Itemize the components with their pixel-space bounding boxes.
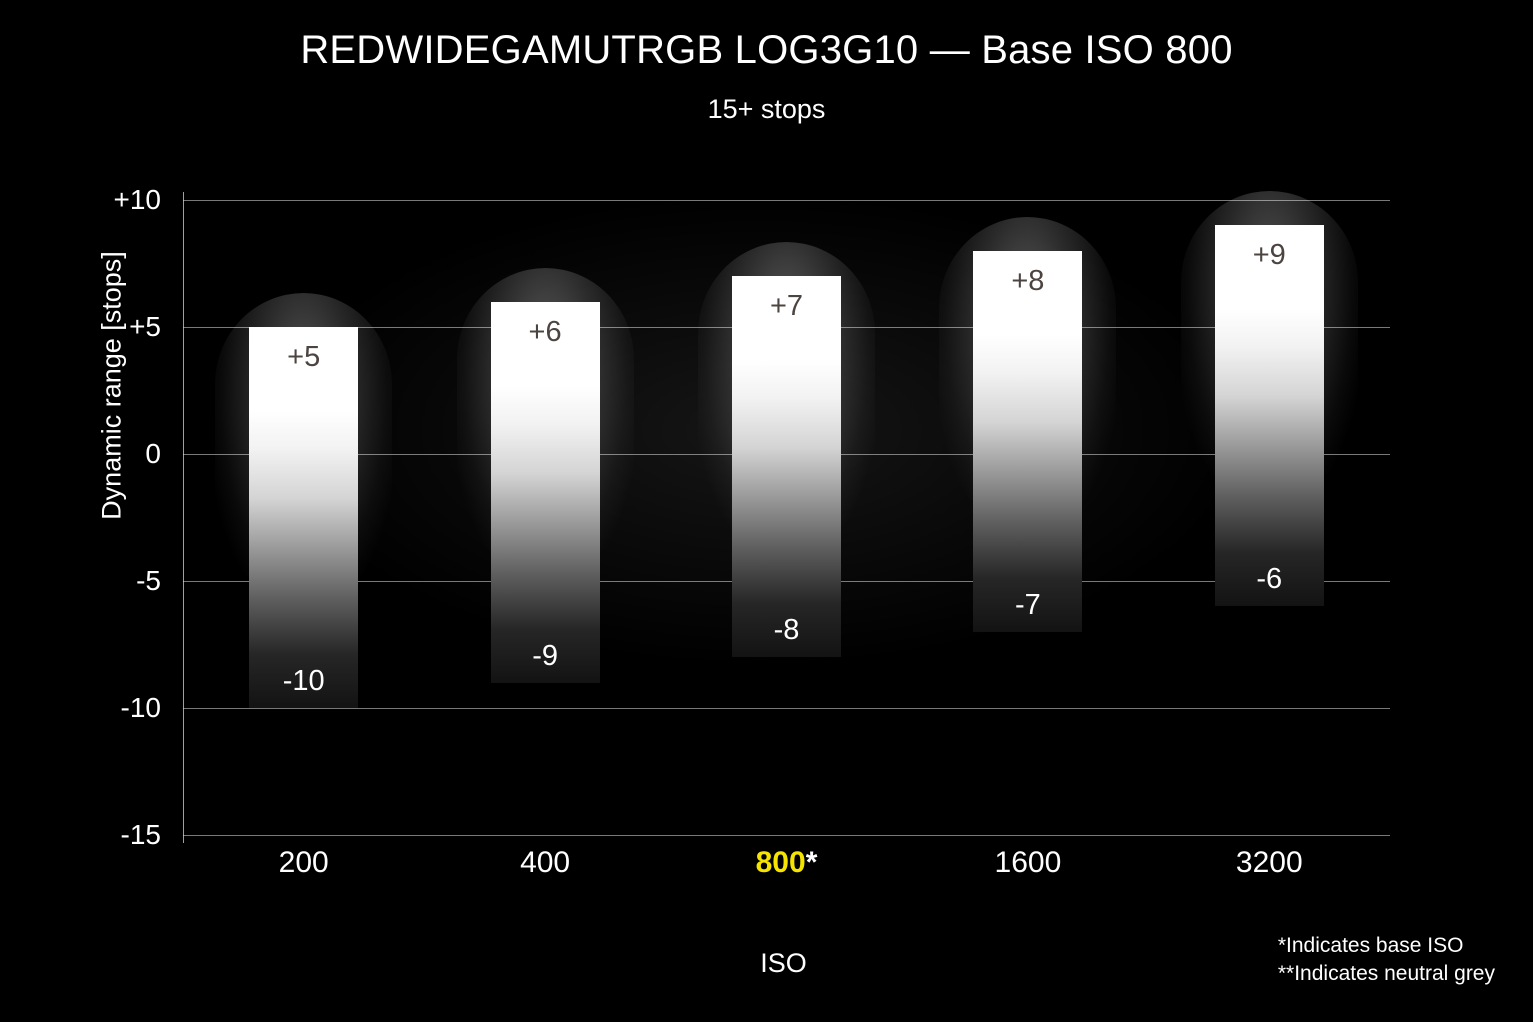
bar-200[interactable]: +5 -10 <box>215 293 393 708</box>
x-tick-value: 200 <box>278 846 329 879</box>
y-tick-label: +10 <box>113 184 162 215</box>
x-tick-label-800: 800* <box>677 846 897 880</box>
x-tick-label-3200: 3200 <box>1159 846 1379 880</box>
bar-800[interactable]: +7 -8 <box>698 242 875 658</box>
y-axis-ticks: +10 +5 0 -5 -10 -15 <box>85 184 162 850</box>
bar-top-value-label: +7 <box>769 290 804 323</box>
base-iso-asterisk: * <box>805 846 818 879</box>
x-tick-value: 3200 <box>1235 846 1303 879</box>
x-tick-label-200: 200 <box>194 846 414 880</box>
bar-bottom-value-label: -8 <box>773 614 800 647</box>
bar-fill <box>732 276 841 658</box>
bar-3200[interactable]: +9 -6 <box>1180 191 1358 607</box>
x-tick-value: 1600 <box>994 846 1062 879</box>
x-axis-title: ISO <box>183 948 1390 979</box>
y-axis-line <box>183 192 184 843</box>
footnote-base-iso: *Indicates base ISO <box>1277 934 1464 957</box>
x-tick-value: 400 <box>520 846 571 879</box>
bar-top-value-label: +6 <box>528 315 562 348</box>
bar-fill <box>249 327 359 708</box>
x-tick-label-1600: 1600 <box>918 846 1138 880</box>
footnote-neutral-grey: **Indicates neutral grey <box>1277 962 1495 986</box>
x-tick-label-400: 400 <box>435 846 655 880</box>
gridline <box>183 835 1390 836</box>
footnotes: *Indicates base ISO **Indicates neutral … <box>1278 932 1495 989</box>
y-tick-label: 0 <box>145 438 161 469</box>
y-tick-label: +5 <box>129 311 161 342</box>
bar-400[interactable]: +6 -9 <box>456 267 634 683</box>
bar-top-value-label: +9 <box>1252 239 1286 272</box>
plot-area: +5 -10 +6 -9 +7 -8 +8 -7 +9 -6 <box>183 191 1390 836</box>
y-tick-label: -15 <box>120 819 161 850</box>
gridline <box>183 200 1390 201</box>
bar-bottom-value-label: -9 <box>532 639 558 672</box>
bar-bottom-value-label: -7 <box>1014 588 1041 621</box>
bar-1600[interactable]: +8 -7 <box>939 216 1117 632</box>
x-axis-title-text: ISO <box>760 948 807 978</box>
bar-bottom-value-label: -6 <box>1256 563 1283 596</box>
chart-subtitle: 15+ stops <box>707 94 826 124</box>
bar-top-value-label: +5 <box>287 341 321 373</box>
bar-fill <box>1214 225 1324 607</box>
bar-top-value-label: +8 <box>1011 264 1045 297</box>
y-tick-label: -5 <box>136 565 161 596</box>
bar-bottom-value-label: -10 <box>282 665 325 697</box>
bar-fill <box>973 250 1083 632</box>
gridline <box>183 708 1390 709</box>
y-tick-label: -10 <box>120 692 161 723</box>
x-tick-value: 800 <box>755 846 806 879</box>
chart-title: REDWIDEGAMUTRGB LOG3G10 — Base ISO 800 <box>300 28 1233 72</box>
bar-fill <box>490 301 600 683</box>
